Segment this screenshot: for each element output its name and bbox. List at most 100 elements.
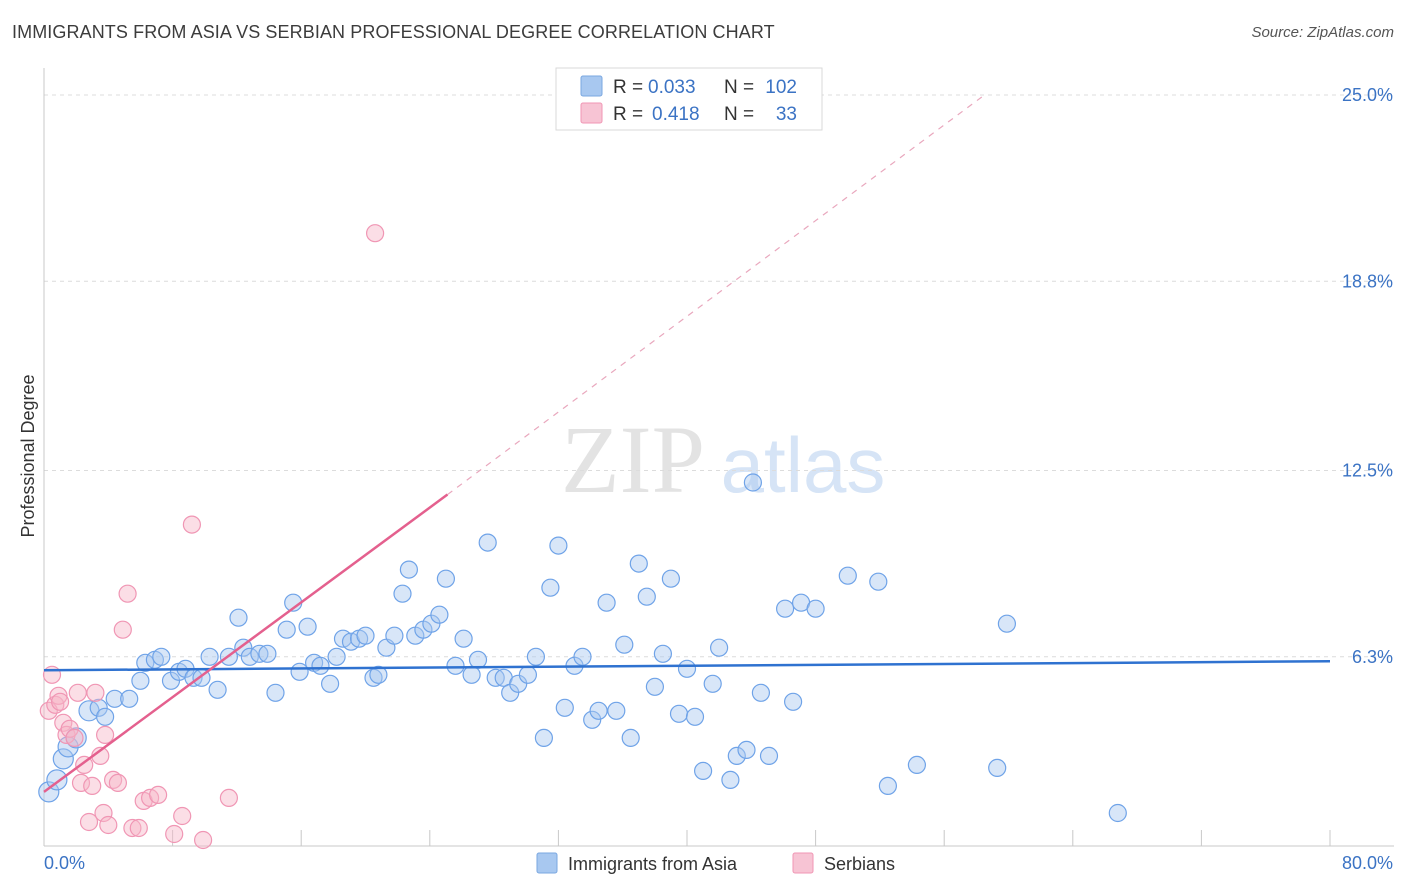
point-serbians (65, 728, 84, 748)
point-asia (693, 761, 713, 781)
point-asia (327, 647, 346, 666)
point-asia (751, 683, 771, 702)
bottom-legend: Immigrants from Asia Serbians (536, 852, 895, 874)
legend-r-value: 0.418 (652, 104, 700, 125)
point-serbians (50, 692, 70, 711)
point-serbians (94, 803, 113, 823)
point-asia (573, 647, 592, 666)
y-tick-label: 18.8% (1342, 271, 1393, 291)
point-asia (806, 599, 825, 618)
point-serbians (60, 719, 79, 738)
point-asia (549, 536, 568, 555)
point-asia (518, 665, 538, 684)
point-asia (721, 770, 740, 790)
chart-title: IMMIGRANTS FROM ASIA VS SERBIAN PROFESSI… (12, 22, 775, 42)
point-serbians (219, 788, 238, 808)
point-asia (583, 710, 602, 729)
point-asia (997, 614, 1017, 633)
point-serbians (149, 785, 168, 805)
trend-line-serbians-extension (447, 94, 985, 496)
point-serbians (108, 773, 128, 793)
point-asia (454, 629, 473, 648)
point-asia (629, 554, 648, 573)
point-asia (1108, 803, 1127, 823)
bottom-legend-label-serbians: Serbians (824, 854, 895, 874)
point-asia (430, 605, 449, 624)
point-serbians (86, 683, 105, 702)
point-asia (120, 689, 139, 708)
point-asia (321, 674, 340, 693)
legend-swatch-serbians (580, 102, 603, 124)
point-asia (436, 569, 455, 588)
point-asia (258, 644, 277, 663)
point-asia (677, 659, 697, 678)
point-serbians (118, 584, 137, 603)
point-asia (541, 578, 560, 597)
point-asia (709, 638, 729, 657)
point-asia (775, 599, 795, 618)
point-serbians (68, 683, 87, 702)
point-asia (399, 560, 418, 579)
point-serbians (129, 818, 148, 838)
axes (43, 68, 1394, 847)
point-asia (607, 701, 626, 720)
point-asia (364, 668, 383, 687)
point-asia (95, 707, 115, 726)
x-tick-label-min: 0.0% (44, 853, 85, 873)
trend-line-serbians (43, 493, 449, 793)
point-asia (266, 683, 285, 702)
legend-r-label: R = (613, 77, 643, 98)
point-asia (783, 692, 803, 711)
point-asia (703, 674, 722, 693)
point-asia (52, 748, 74, 770)
point-asia (534, 728, 554, 748)
point-asia (208, 680, 227, 699)
point-asia (393, 584, 412, 603)
point-asia (446, 656, 465, 675)
bottom-legend-label-asia: Immigrants from Asia (568, 854, 738, 874)
point-asia (589, 701, 608, 720)
point-asia (838, 566, 857, 585)
point-asia (277, 620, 296, 639)
legend-n-value: 102 (765, 77, 797, 98)
scatter-points (38, 224, 1127, 850)
y-axis-label: Professional Degree (18, 374, 38, 537)
point-asia (152, 647, 171, 666)
legend-n-value: 33 (776, 104, 797, 125)
point-asia (385, 626, 404, 645)
point-asia (661, 569, 681, 588)
point-serbians (49, 686, 68, 705)
y-tick-label: 6.3% (1352, 647, 1393, 667)
legend-swatch-asia (580, 75, 603, 97)
legend-row-serbians: R = 0.418 N = 33 (580, 102, 797, 125)
x-tick-label-max: 80.0% (1342, 853, 1393, 873)
trend-lines (43, 94, 1331, 793)
point-serbians (83, 776, 102, 796)
point-asia (737, 740, 756, 760)
point-asia (653, 644, 673, 663)
point-serbians (103, 770, 123, 790)
gridlines (44, 94, 1394, 658)
point-asia (869, 572, 888, 591)
point-asia (369, 665, 388, 684)
watermark-zip: ZIP (561, 406, 705, 513)
legend: R = 0.033 N = 102 R = 0.418 N = 33 (555, 67, 823, 131)
point-serbians (194, 830, 213, 850)
legend-row-asia: R = 0.033 N = 102 (580, 75, 797, 98)
y-tick-label: 25.0% (1342, 85, 1393, 105)
point-asia (298, 617, 317, 636)
point-asia (131, 671, 150, 690)
point-asia (105, 689, 124, 708)
legend-n-label: N = (724, 77, 754, 98)
point-serbians (366, 224, 385, 243)
trend-line-asia (43, 660, 1331, 672)
y-tick-label: 12.5% (1342, 461, 1393, 481)
point-asia (615, 635, 634, 654)
point-asia (478, 533, 497, 552)
y-tick-labels: 6.3% 12.5% 18.8% 25.0% (1342, 85, 1393, 667)
point-serbians (95, 725, 115, 745)
point-asia (878, 776, 898, 796)
point-asia (526, 647, 546, 666)
legend-r-label: R = (613, 104, 643, 125)
